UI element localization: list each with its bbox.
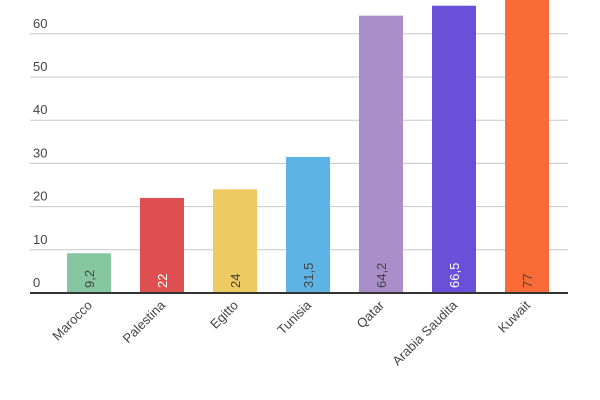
bar-qatar — [359, 15, 403, 293]
x-tick-label: Qatar — [354, 297, 388, 331]
x-tick-label: Arabia Saudita — [389, 297, 460, 368]
x-tick-label: Egitto — [207, 298, 241, 332]
bar-arabia-saudita — [432, 5, 476, 293]
y-tick-label: 20 — [33, 189, 47, 204]
y-tick-label: 10 — [33, 232, 47, 247]
y-tick-label: 40 — [33, 102, 47, 117]
y-tick-label: 30 — [33, 145, 47, 160]
bar-palestina — [140, 197, 184, 293]
x-tick-label: Kuwait — [495, 297, 533, 335]
y-tick-label: 0 — [33, 275, 40, 290]
bar-tunisia — [286, 156, 330, 293]
bar-marocco — [67, 253, 111, 293]
data-label: 22 — [155, 274, 170, 288]
data-label: 64,2 — [374, 263, 389, 288]
data-label: 24 — [228, 274, 243, 288]
bar-egitto — [213, 189, 257, 293]
data-label: 31,5 — [301, 263, 316, 288]
x-tick-label: Tunisia — [274, 297, 314, 337]
y-tick-label: 60 — [33, 16, 47, 31]
data-label: 77 — [520, 274, 535, 288]
data-label: 66,5 — [447, 263, 462, 288]
x-tick-label: Marocco — [49, 298, 95, 344]
bar-kuwait — [505, 0, 549, 293]
y-tick-label: 50 — [33, 59, 47, 74]
data-label: 9,2 — [82, 270, 97, 288]
x-tick-label: Palestina — [120, 297, 169, 346]
